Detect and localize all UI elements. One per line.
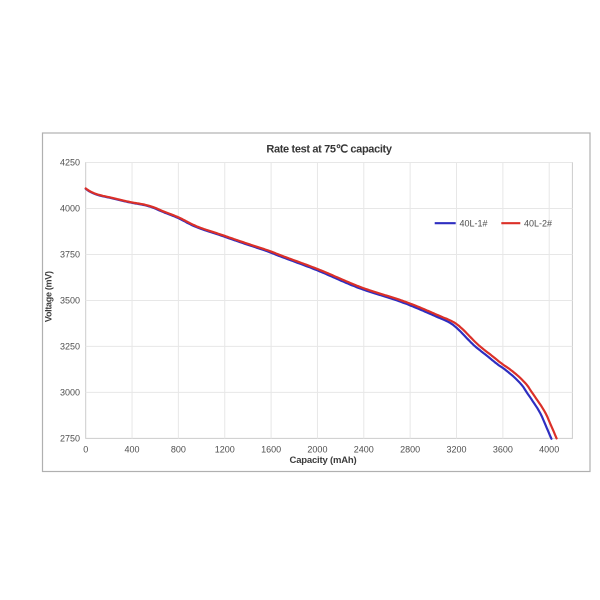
svg-text:800: 800 [171,445,186,455]
svg-text:40L-2#: 40L-2# [524,218,552,228]
svg-text:Rate test at 75℃ capacity: Rate test at 75℃ capacity [266,144,393,156]
svg-text:2750: 2750 [60,434,80,444]
svg-text:3200: 3200 [446,445,466,455]
svg-text:40L-1#: 40L-1# [460,218,488,228]
svg-text:1600: 1600 [261,445,281,455]
svg-text:Capacity (mAh): Capacity (mAh) [290,455,357,466]
svg-text:3000: 3000 [60,388,80,398]
svg-text:2400: 2400 [354,445,374,455]
svg-text:3250: 3250 [60,342,80,352]
svg-text:4000: 4000 [539,445,559,455]
svg-text:400: 400 [125,445,140,455]
svg-text:1200: 1200 [215,445,235,455]
svg-text:3500: 3500 [60,296,80,306]
svg-text:2000: 2000 [307,445,327,455]
svg-text:4250: 4250 [60,158,80,168]
svg-text:4000: 4000 [60,204,80,214]
svg-text:0: 0 [83,445,88,455]
svg-text:Voltage (mV): Voltage (mV) [44,271,54,322]
svg-text:3600: 3600 [493,445,513,455]
svg-text:2800: 2800 [400,445,420,455]
svg-text:3750: 3750 [60,250,80,260]
